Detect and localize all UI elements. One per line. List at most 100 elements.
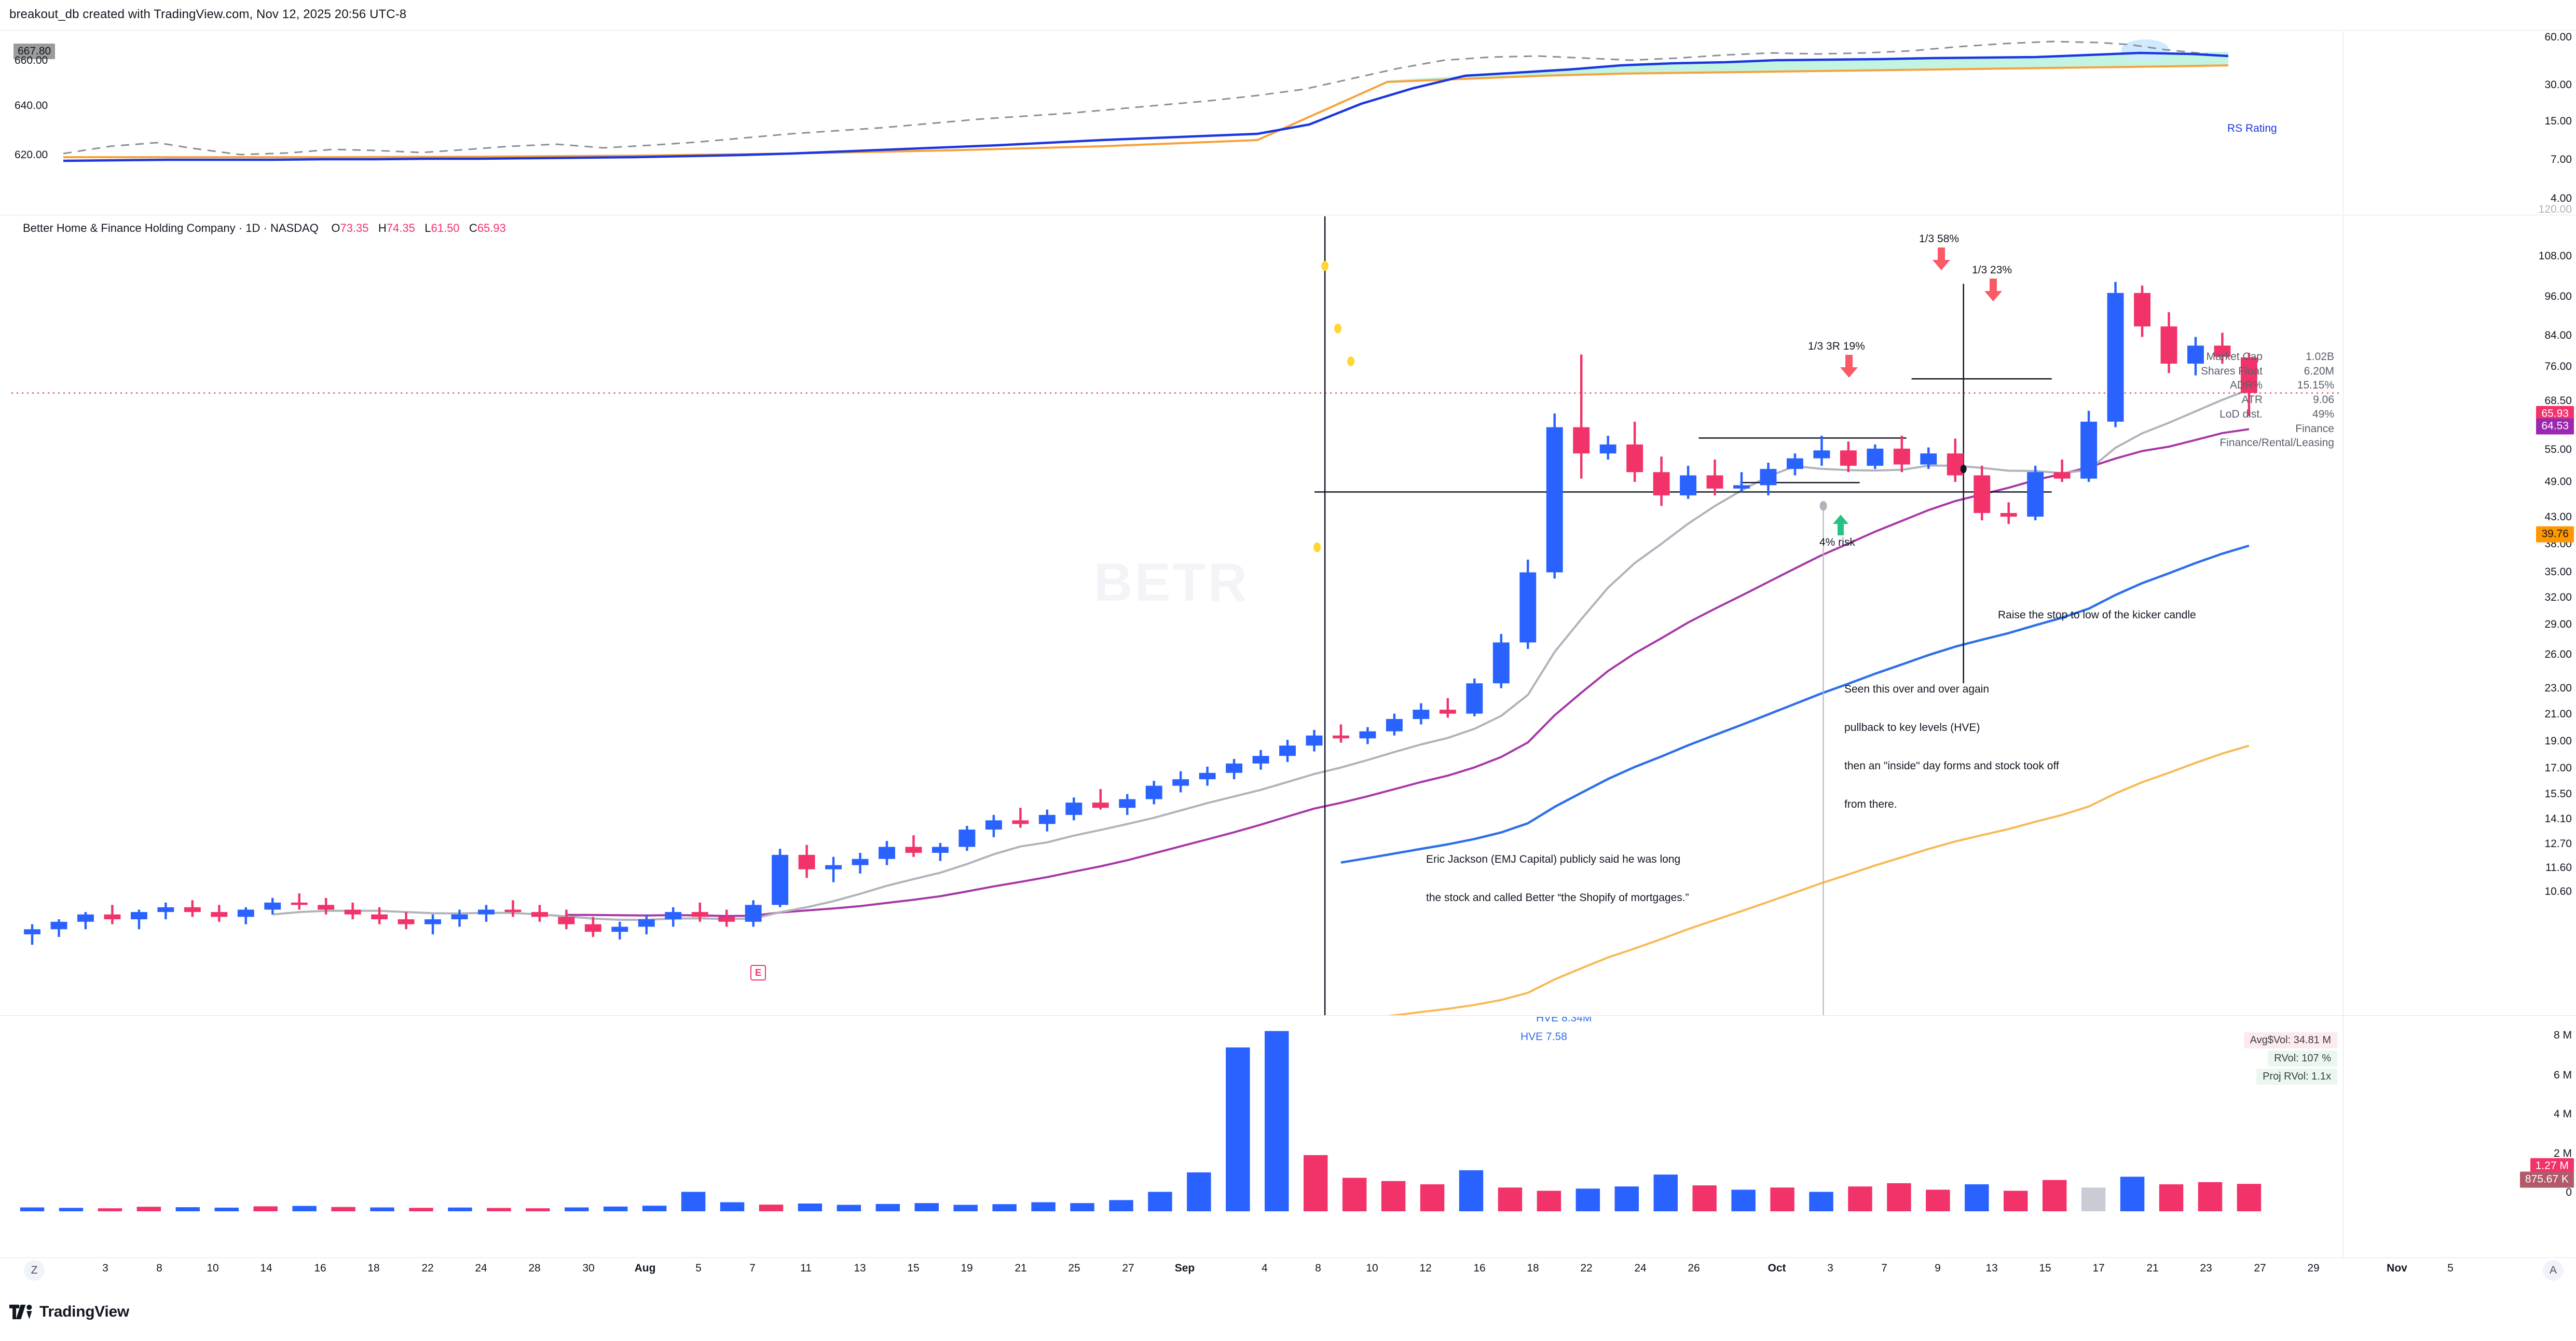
time-axis-tick: 19 — [961, 1262, 973, 1274]
candle — [184, 907, 201, 913]
volume-bar — [798, 1204, 823, 1211]
candle — [825, 865, 842, 869]
candle — [1252, 756, 1269, 764]
rs-highlight-blob — [2121, 39, 2169, 60]
candles-group — [24, 282, 2257, 945]
earnings-marker-icon[interactable]: E — [750, 965, 766, 980]
rs-price-scale[interactable]: 60.00 30.00 15.00 7.00 4.00 120.00 — [2344, 31, 2576, 215]
candle — [237, 909, 254, 917]
candle — [985, 820, 1002, 830]
chart-marker-dot — [1334, 323, 1342, 334]
stats-value-1: 6.20M — [2304, 365, 2334, 377]
price-scale[interactable]: 108.00 96.00 84.00 76.00 68.50 61.00 55.… — [2344, 216, 2576, 1015]
time-axis-tick: 22 — [421, 1262, 434, 1274]
time-axis-tick: 24 — [475, 1262, 487, 1274]
volume-bar — [759, 1205, 784, 1211]
time-axis[interactable]: Z A 3 8 10 14 16 18 22 24 28 30 Aug 5 7 11 13 15 19 21 25 2… — [0, 1258, 2576, 1285]
volume-bar — [487, 1208, 511, 1211]
price-tick-49: 49.00 — [2544, 476, 2572, 488]
stats-key-2: ADR% — [2229, 379, 2263, 392]
note-hve-block: Seen this over and over again pullback t… — [1844, 657, 2059, 837]
volume-bar — [603, 1206, 628, 1211]
candle — [1145, 785, 1162, 799]
rs-line — [63, 51, 2229, 162]
price-tick-26: 26.00 — [2544, 648, 2572, 660]
rs-overlay-svg — [63, 39, 2229, 162]
candle — [1786, 458, 1803, 469]
candle — [2134, 293, 2151, 327]
candle — [2000, 513, 2017, 517]
price-tick-35: 35.00 — [2544, 566, 2572, 578]
legend-symbol-name: Better Home & Finance Holding Company — [23, 222, 236, 234]
stats-value-2: 15.15% — [2297, 379, 2334, 392]
candle — [424, 919, 442, 924]
time-axis-tick: Aug — [634, 1262, 656, 1274]
price-tick-84: 84.00 — [2544, 329, 2572, 341]
time-axis-tick: 7 — [1881, 1262, 1887, 1274]
stats-row: Shares Float 6.20M — [2201, 364, 2334, 379]
time-axis-tick: 11 — [800, 1262, 812, 1274]
volume-bar — [914, 1203, 939, 1211]
volume-bar — [1342, 1178, 1367, 1211]
nav-left-button[interactable]: Z — [24, 1260, 45, 1281]
time-axis-tick: 3 — [102, 1262, 108, 1274]
candle — [2080, 421, 2098, 479]
rs-ma-line — [63, 64, 2228, 158]
volume-bar — [2120, 1177, 2145, 1211]
price-tick-21: 21.00 — [2544, 708, 2572, 720]
stats-key-4: LoD dist. — [2219, 408, 2263, 420]
candle — [1760, 468, 1777, 486]
main-plot-area[interactable]: 1/3 58% 1/3 23% 1/3 3R 19% 4% risk Raise… — [11, 216, 2342, 1015]
price-tick-17: 17.00 — [2544, 762, 2572, 774]
legend-sep-2: · — [263, 222, 270, 234]
volume-bar — [992, 1204, 1017, 1211]
volume-bar — [1692, 1185, 1717, 1211]
nav-right-button[interactable]: A — [2543, 1260, 2564, 1281]
volume-bar — [1303, 1155, 1328, 1211]
candle — [852, 859, 869, 865]
time-axis-tick: 12 — [1419, 1262, 1432, 1274]
candle — [211, 912, 228, 917]
orange-level-badge: 39.76 — [2536, 526, 2574, 543]
proj-rvol-badge: Proj RVol: 1.1x — [2256, 1069, 2337, 1085]
candle — [398, 919, 415, 924]
volume-bar — [98, 1208, 122, 1211]
volume-bar — [2198, 1182, 2223, 1211]
rs-rating-panel: RS Rating 60.00 30.00 15.00 7.00 4.00 12… — [0, 31, 2576, 215]
candle — [1840, 450, 1857, 466]
ma10-line — [272, 389, 2250, 921]
hve-label-0: HVE 7.58 — [1520, 1031, 1567, 1043]
candle — [1439, 710, 1456, 714]
price-tick-108: 108.00 — [2538, 250, 2572, 262]
volume-scale[interactable]: 8 M 6 M 4 M 2 M 0 1.27 M 875.67 K — [2344, 1017, 2576, 1258]
legend-exchange: NASDAQ — [270, 222, 319, 234]
main-scale-divider — [2343, 216, 2344, 1015]
ma200-line — [1388, 744, 2250, 1015]
legend-close-value: 65.93 — [477, 222, 506, 234]
candle — [691, 912, 708, 917]
time-axis-tick: 18 — [367, 1262, 380, 1274]
candle — [50, 921, 67, 930]
time-axis-tick: 9 — [1935, 1262, 1941, 1274]
candle — [1306, 735, 1323, 746]
stats-row: ATR 9.06 — [2201, 393, 2334, 407]
time-axis-tick: 5 — [2447, 1262, 2454, 1274]
volume-bar — [1653, 1174, 1678, 1211]
candle — [958, 830, 976, 847]
candle — [2107, 293, 2124, 422]
volume-bar — [565, 1207, 589, 1211]
volume-bar — [1809, 1192, 1833, 1211]
second-price-badge: 64.53 — [2536, 418, 2574, 435]
time-axis-tick: 21 — [1015, 1262, 1027, 1274]
chart-marker-dot — [1321, 261, 1329, 271]
volume-bar — [2004, 1191, 2028, 1211]
time-axis-tick: 3 — [1827, 1262, 1833, 1274]
stats-key-3: ATR — [2241, 394, 2263, 406]
time-axis-tick: 29 — [2307, 1262, 2320, 1274]
anno-raise-stop-label: Raise the stop to low of the kicker cand… — [1998, 609, 2196, 621]
volume-bar — [2237, 1184, 2262, 1211]
time-axis-tick: 22 — [1580, 1262, 1593, 1274]
candle — [1546, 427, 1563, 573]
time-axis-tick: Oct — [1767, 1262, 1786, 1274]
time-axis-tick: Nov — [2387, 1262, 2407, 1274]
